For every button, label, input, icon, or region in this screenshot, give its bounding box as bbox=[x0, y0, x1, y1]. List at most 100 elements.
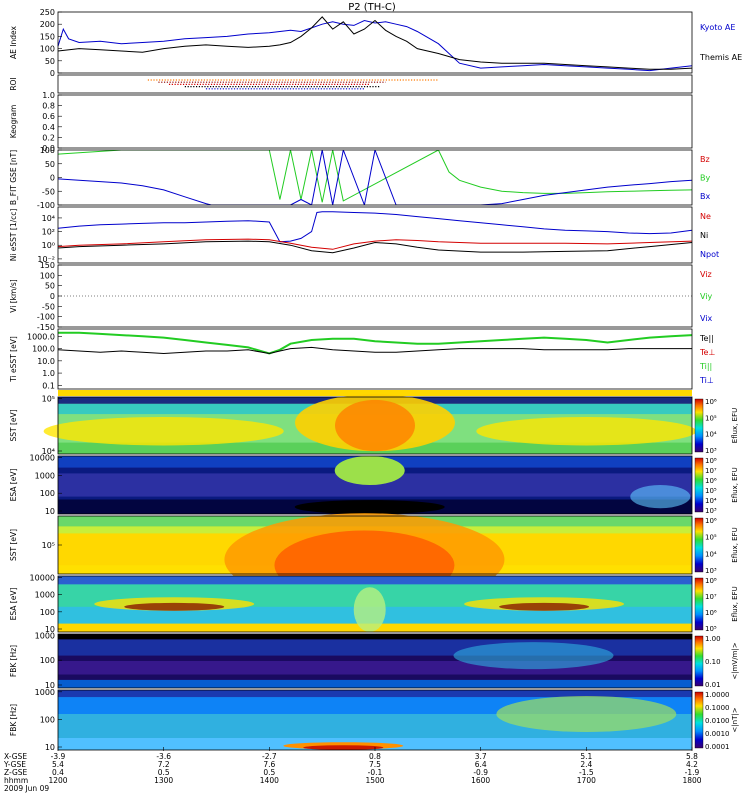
ylabel-sst_i: SST [eV] bbox=[9, 409, 18, 441]
colorbar-esa_i bbox=[694, 457, 704, 513]
series-themis ae bbox=[57, 16, 693, 70]
ytick-label: 0.8 bbox=[42, 102, 55, 111]
panel-frame-temperature bbox=[57, 328, 693, 390]
colorbar-tick: 0.0100 bbox=[705, 717, 730, 725]
spectrogram-band bbox=[58, 576, 692, 585]
legend-ne: Ne bbox=[700, 212, 711, 221]
time-axis-label: hhmm bbox=[4, 776, 28, 785]
ytick-label: 10⁵ bbox=[42, 395, 55, 404]
ytick-label: 1000 bbox=[35, 688, 55, 697]
colorbar-fbk_e bbox=[694, 635, 704, 687]
eph-value: 5.1 bbox=[580, 752, 592, 761]
xtick-label: 1700 bbox=[577, 776, 596, 785]
colorbar-tick: 10⁸ bbox=[705, 577, 717, 585]
eph-value: -1.5 bbox=[579, 768, 594, 777]
plot-title: P2 (TH-C) bbox=[348, 2, 396, 13]
colorbar-label: <|mV/m|> bbox=[731, 642, 739, 679]
spectrogram-feature bbox=[496, 696, 677, 732]
spectrogram-band bbox=[58, 690, 692, 698]
spectrogram-feature bbox=[499, 602, 590, 611]
ytick-label: 10 bbox=[45, 743, 55, 752]
ytick-label: 100 bbox=[40, 45, 55, 54]
legend-ni: Ni bbox=[700, 231, 708, 240]
series-by bbox=[58, 150, 692, 203]
spectrogram-feature bbox=[453, 642, 614, 670]
legend-viz: Viz bbox=[700, 270, 712, 279]
ytick-label: 100 bbox=[40, 146, 55, 155]
spectrogram-feature bbox=[303, 745, 384, 750]
status-bar bbox=[58, 390, 692, 396]
colorbar-tick: 0.0010 bbox=[705, 730, 730, 738]
ytick-label: 10⁴ bbox=[42, 214, 55, 223]
series-ni bbox=[57, 240, 693, 254]
ylabel-density: Ni eSST [1/cc] bbox=[9, 209, 18, 262]
legend-bz: Bz bbox=[700, 155, 710, 164]
colorbar-tick: 1.00 bbox=[705, 635, 721, 643]
series-ti|| bbox=[58, 331, 693, 355]
colorbar-tick: 10⁷ bbox=[705, 467, 717, 475]
eph-value: 7.5 bbox=[369, 760, 381, 769]
legend-te⊥: Te⊥ bbox=[699, 348, 715, 357]
panel-frame-fbk_e bbox=[57, 633, 693, 689]
xtick-label: 1600 bbox=[471, 776, 490, 785]
colorbar-tick: 10³ bbox=[705, 507, 717, 515]
colorbar-tick: 10⁵ bbox=[705, 487, 717, 495]
series-kyoto ae bbox=[57, 19, 693, 72]
xtick-label: 1400 bbox=[260, 776, 279, 785]
ytick-label: 0.6 bbox=[42, 112, 55, 121]
ytick-label: 0 bbox=[50, 174, 55, 183]
spectrogram-feature bbox=[630, 485, 691, 509]
colorbar-tick: 10⁷ bbox=[705, 593, 717, 601]
ytick-label: 100 bbox=[40, 608, 55, 617]
ylabel-velocity: Vi [km/s] bbox=[9, 279, 18, 312]
colorbar-tick: 10⁵ bbox=[705, 625, 717, 633]
series-bx bbox=[58, 150, 692, 205]
spectrogram-feature bbox=[335, 399, 415, 452]
colorbar-fbk_b bbox=[694, 691, 704, 749]
ytick-label: 10000 bbox=[30, 454, 55, 463]
series-npot bbox=[57, 211, 693, 243]
ytick-label: 10⁵ bbox=[42, 541, 55, 550]
ytick-label: 10⁻² bbox=[37, 255, 55, 264]
series-te|| bbox=[57, 346, 692, 355]
ylabel-temperature: Ti eSST [eV] bbox=[9, 336, 18, 383]
eph-value: -2.7 bbox=[262, 752, 277, 761]
legend-bx: Bx bbox=[700, 192, 710, 201]
colorbar-sst_e bbox=[694, 517, 704, 573]
ylabel-esa_e: ESA [eV] bbox=[9, 588, 18, 621]
eph-label-x-gse: X-GSE bbox=[4, 752, 27, 761]
colorbar-tick: 1.0000 bbox=[705, 691, 730, 699]
ytick-label: 1.0 bbox=[42, 91, 55, 100]
ytick-label: -100 bbox=[37, 313, 55, 322]
eph-value: 5.8 bbox=[686, 752, 698, 761]
colorbar-tick: 10⁴ bbox=[705, 431, 717, 439]
ytick-label: 10 bbox=[45, 625, 55, 634]
ytick-label: 1000 bbox=[35, 591, 55, 600]
panel-frame-ae bbox=[57, 11, 693, 74]
ytick-label: 10⁰ bbox=[42, 241, 55, 250]
eph-label-y-gse: Y-GSE bbox=[3, 760, 26, 769]
colorbar-label: <|nT|> bbox=[731, 707, 739, 732]
spectrogram-feature bbox=[124, 602, 225, 611]
ytick-label: 100.0 bbox=[32, 345, 55, 354]
colorbar-label: Eflux, EFU bbox=[731, 527, 739, 562]
colorbar-tick: 10³ bbox=[705, 447, 717, 455]
eph-value: -0.1 bbox=[368, 768, 383, 777]
ytick-label: 10 bbox=[45, 507, 55, 516]
eph-value: 0.5 bbox=[263, 768, 275, 777]
eph-value: 3.7 bbox=[475, 752, 487, 761]
legend-by: By bbox=[700, 174, 710, 183]
eph-value: 7.2 bbox=[158, 760, 170, 769]
spectrogram-feature bbox=[334, 456, 405, 485]
colorbar-tick: 10⁶ bbox=[705, 477, 717, 485]
ylabel-bfield: B_FIT GSE [nT] bbox=[9, 150, 18, 205]
ytick-label: -50 bbox=[42, 302, 55, 311]
ytick-label: 0.1 bbox=[42, 381, 55, 390]
ytick-label: 0.2 bbox=[42, 133, 55, 142]
eph-value: -3.6 bbox=[156, 752, 171, 761]
eph-value: 5.4 bbox=[52, 760, 64, 769]
colorbar-tick: 10⁶ bbox=[705, 517, 717, 525]
colorbar-tick: 10⁵ bbox=[705, 534, 717, 542]
ytick-label: 0 bbox=[50, 292, 55, 301]
